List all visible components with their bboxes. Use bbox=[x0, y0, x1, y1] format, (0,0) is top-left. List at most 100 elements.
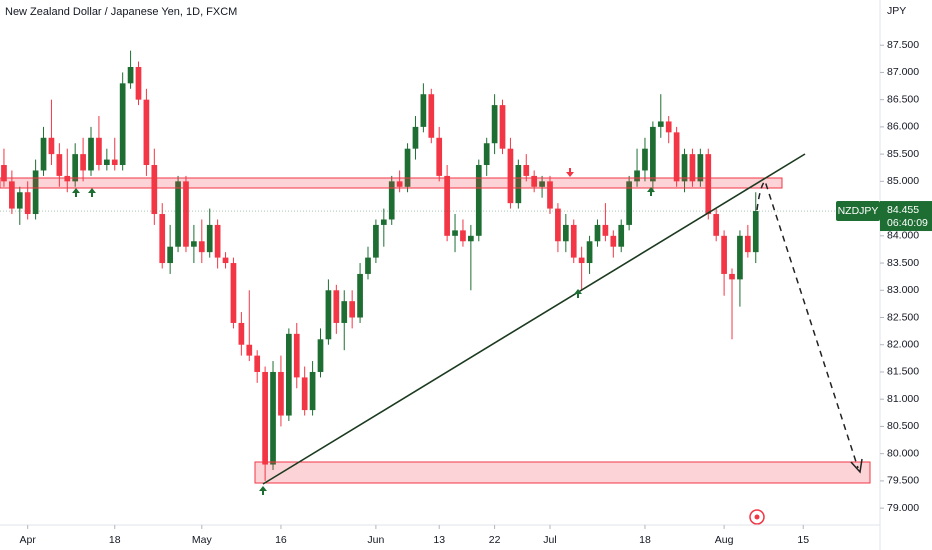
candle-body bbox=[341, 301, 348, 323]
candle-body bbox=[111, 159, 118, 166]
candle-body bbox=[24, 192, 31, 215]
support-zone bbox=[254, 461, 871, 484]
candle-body bbox=[452, 230, 458, 236]
candle-body bbox=[594, 224, 601, 242]
candle-body bbox=[681, 154, 688, 182]
y-tick-label: 82.000 bbox=[887, 339, 919, 351]
candle-body bbox=[531, 175, 538, 187]
candle-body bbox=[317, 339, 324, 372]
candle-body bbox=[475, 165, 482, 236]
x-tick-label: 16 bbox=[275, 534, 287, 546]
candle-body bbox=[570, 224, 577, 258]
candle-body bbox=[713, 214, 720, 236]
up-arrows bbox=[72, 187, 655, 495]
candle-body bbox=[333, 290, 340, 323]
candle-body bbox=[420, 94, 427, 127]
x-tick-label: Jun bbox=[367, 534, 384, 546]
candle-body bbox=[72, 154, 79, 182]
candle-body bbox=[539, 181, 545, 187]
last-price-box bbox=[880, 201, 932, 232]
candle-body bbox=[642, 148, 648, 171]
up-arrow bbox=[72, 188, 80, 197]
candle-body bbox=[523, 165, 530, 176]
candle-body bbox=[412, 126, 419, 149]
x-tick-label: Jul bbox=[543, 534, 556, 546]
candle-body bbox=[744, 235, 751, 253]
symbol-box bbox=[836, 201, 880, 222]
projection-path bbox=[756, 179, 859, 469]
candle-body bbox=[159, 214, 166, 264]
up-arrow bbox=[647, 187, 655, 196]
candle-body bbox=[214, 224, 221, 258]
candle-body bbox=[80, 154, 86, 171]
trend-line bbox=[262, 153, 806, 485]
candle-body bbox=[262, 371, 268, 465]
candle-body bbox=[32, 170, 39, 215]
down-arrow bbox=[566, 168, 574, 177]
candle-body bbox=[650, 126, 656, 182]
candle-body bbox=[380, 219, 387, 225]
x-tick-label: 18 bbox=[109, 534, 121, 546]
candle-body bbox=[301, 377, 308, 411]
target-icon bbox=[749, 509, 765, 525]
candle-body bbox=[270, 371, 276, 465]
chart-title: New Zealand Dollar / Japanese Yen, 1D, F… bbox=[5, 6, 237, 18]
candle-body bbox=[468, 235, 474, 242]
candle-body bbox=[586, 241, 593, 264]
candle-body bbox=[737, 235, 743, 280]
candle-body bbox=[135, 66, 142, 100]
candle-body bbox=[325, 290, 332, 340]
target-dot bbox=[754, 514, 760, 520]
candle-body bbox=[436, 137, 443, 176]
y-tick-label: 85.000 bbox=[887, 175, 919, 187]
candle-body bbox=[9, 181, 15, 209]
candle-body bbox=[689, 154, 696, 182]
axes: 87.500 87.000 86.500 86.000 85.500 85.000 84.0… bbox=[0, 39, 932, 546]
candle-body bbox=[198, 241, 205, 253]
candle-body bbox=[230, 263, 237, 323]
y-tick-label: 81.500 bbox=[887, 366, 919, 378]
candle-body bbox=[562, 224, 569, 242]
y-tick-label: 83.000 bbox=[887, 284, 919, 296]
candle-body bbox=[388, 181, 395, 220]
candle-body bbox=[40, 137, 47, 171]
candle-body bbox=[254, 355, 261, 372]
candle-body bbox=[428, 94, 435, 138]
candle-body bbox=[626, 181, 632, 225]
candle-body bbox=[578, 257, 585, 264]
y-tick-label: 84.000 bbox=[887, 230, 919, 242]
candle-body bbox=[705, 154, 712, 215]
up-arrow bbox=[88, 188, 96, 197]
candle-body bbox=[238, 322, 245, 345]
candle-body bbox=[293, 333, 300, 378]
candle-body bbox=[357, 273, 363, 318]
x-tick-label: 15 bbox=[797, 534, 809, 546]
currency-label: JPY bbox=[887, 5, 906, 17]
y-tick-label: 83.500 bbox=[887, 257, 919, 269]
up-arrow bbox=[574, 289, 582, 298]
candle-body bbox=[309, 371, 316, 411]
symbol-label: NZDJPY bbox=[838, 205, 879, 217]
x-tick-label: 18 bbox=[639, 534, 651, 546]
candle-body bbox=[278, 371, 284, 416]
candle-body bbox=[602, 224, 609, 236]
candle-body bbox=[515, 165, 522, 204]
candle-body bbox=[175, 181, 181, 247]
y-tick-label: 80.000 bbox=[887, 447, 919, 459]
candle-body bbox=[507, 148, 514, 204]
y-tick-label: 85.500 bbox=[887, 148, 919, 160]
candle-body bbox=[404, 148, 411, 187]
projection-arrowhead bbox=[850, 458, 863, 474]
y-tick-label: 81.000 bbox=[887, 393, 919, 405]
candle-body bbox=[491, 105, 498, 144]
candle-body bbox=[657, 121, 664, 127]
candle-body bbox=[56, 154, 63, 176]
x-tick-label: Aug bbox=[715, 534, 734, 546]
candle-body bbox=[365, 257, 371, 274]
candle-body bbox=[16, 192, 23, 209]
candle-body bbox=[246, 344, 253, 356]
candle-body bbox=[373, 224, 379, 258]
candle-body bbox=[396, 181, 403, 187]
